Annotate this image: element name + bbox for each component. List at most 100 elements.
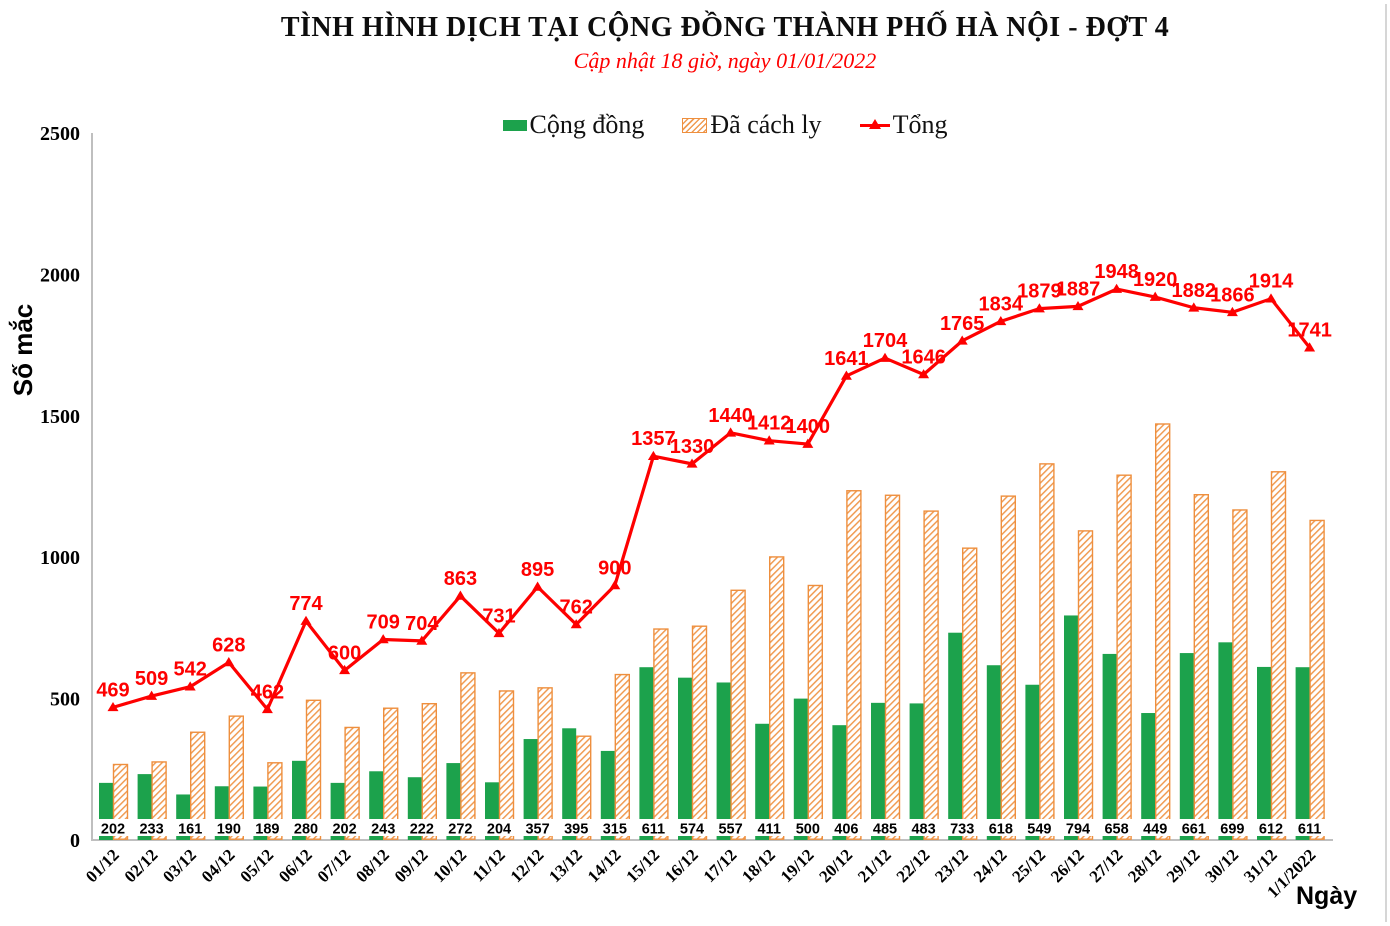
- total-marker-icon: [570, 619, 582, 629]
- total-marker-icon: [1111, 283, 1123, 293]
- total-value-label: 542: [174, 659, 207, 681]
- bar-community: [639, 667, 654, 840]
- bar-community: [986, 665, 1001, 840]
- total-value-label: 1920: [1133, 269, 1178, 291]
- y-tick-label: 2500: [40, 123, 80, 145]
- y-tick-label: 500: [50, 689, 80, 711]
- bar-value-label: 190: [217, 822, 241, 838]
- total-marker-icon: [1265, 293, 1277, 303]
- total-line-swatch-icon: [859, 118, 890, 132]
- bar-value-label: 202: [101, 822, 125, 838]
- total-marker-icon: [956, 335, 968, 345]
- date-tick-label: 12/12: [507, 845, 548, 886]
- bar-community: [562, 728, 577, 840]
- date-tick-label: 05/12: [236, 845, 277, 886]
- bar-value-box: [480, 819, 518, 836]
- total-value-label: 469: [96, 679, 129, 701]
- total-value-label: 1412: [747, 413, 792, 435]
- bar-value-label: 280: [294, 822, 318, 838]
- date-tick-label: 08/12: [352, 845, 393, 886]
- bar-value-box: [248, 819, 286, 836]
- bar-quarantined: [1232, 509, 1248, 840]
- bar-value-box: [673, 819, 711, 836]
- date-tick-label: 18/12: [738, 845, 779, 886]
- y-tick-label: 1000: [40, 547, 80, 569]
- total-value-label: 1440: [708, 405, 753, 427]
- bar-quarantined: [923, 510, 939, 840]
- total-marker-icon: [1033, 303, 1045, 313]
- bar-quarantined: [730, 589, 746, 840]
- bar-value-label: 272: [448, 822, 472, 838]
- bar-value-box: [943, 819, 981, 836]
- bar-community: [1295, 667, 1310, 840]
- total-marker-icon: [802, 438, 814, 448]
- date-tick-label: 02/12: [121, 845, 162, 886]
- bar-value-label: 161: [178, 822, 202, 838]
- bar-value-box: [866, 819, 904, 836]
- total-value-label: 1882: [1172, 280, 1217, 302]
- bar-value-box: [133, 819, 171, 836]
- total-marker-icon: [647, 450, 659, 461]
- bar-community: [1025, 684, 1040, 840]
- bar-community: [523, 739, 538, 840]
- y-tick-label: 1500: [40, 406, 80, 428]
- bar-quarantined: [884, 494, 901, 840]
- date-tick-label: 03/12: [159, 845, 200, 886]
- total-value-label: 1704: [863, 330, 908, 352]
- bar-quarantined: [344, 726, 360, 840]
- bar-value-label: 485: [873, 822, 897, 838]
- bar-value-label: 411: [757, 822, 780, 838]
- total-marker-icon: [686, 458, 698, 468]
- bar-community: [1064, 615, 1078, 840]
- bar-quarantined: [189, 731, 206, 840]
- total-marker-icon: [300, 615, 312, 625]
- total-marker-icon: [107, 701, 119, 712]
- total-marker-icon: [532, 581, 544, 591]
- bar-quarantined: [691, 625, 708, 840]
- total-marker-icon: [339, 664, 351, 675]
- total-marker-icon: [1304, 342, 1316, 352]
- x-axis-title: Ngày: [1296, 882, 1358, 910]
- bar-quarantined: [383, 707, 399, 840]
- bar-quarantined: [537, 687, 553, 840]
- date-tick-label: 23/12: [931, 845, 972, 886]
- date-tick-label: 10/12: [429, 845, 470, 886]
- date-tick-label: 06/12: [275, 845, 316, 886]
- bar-value-box: [1175, 819, 1213, 836]
- quarantined-swatch-icon: [682, 117, 708, 133]
- bar-quarantined: [653, 628, 669, 840]
- bar-value-box: [364, 819, 402, 836]
- total-value-label: 1400: [786, 416, 831, 438]
- total-marker-icon: [1072, 300, 1084, 311]
- date-tick-label: 30/12: [1201, 845, 1242, 886]
- bar-value-label: 233: [139, 822, 163, 838]
- bar-community: [832, 725, 847, 840]
- legend-item-quarantined: Đã cách ly: [682, 110, 822, 140]
- total-marker-icon: [879, 352, 891, 362]
- total-marker-icon: [454, 590, 466, 600]
- bar-quarantined: [769, 556, 785, 840]
- total-value-label: 1741: [1287, 320, 1332, 342]
- bar-value-label: 315: [603, 822, 627, 838]
- bar-community: [1141, 713, 1156, 840]
- total-value-label: 462: [251, 681, 284, 703]
- total-line: [112, 287, 1311, 711]
- total-value-label: 895: [521, 559, 554, 581]
- bar-value-box: [1252, 819, 1290, 836]
- date-tick-label: 29/12: [1163, 845, 1204, 886]
- total-marker-icon: [840, 370, 852, 380]
- bar-quarantined: [1000, 495, 1016, 840]
- bar-value-box: [1291, 819, 1329, 836]
- total-value-label: 1879: [1017, 281, 1062, 303]
- bar-value-box: [596, 819, 634, 836]
- bar-quarantined: [498, 690, 515, 840]
- bar-value-box: [1059, 819, 1097, 836]
- total-value-label: 704: [405, 613, 439, 635]
- bar-value-label: 204: [487, 822, 511, 838]
- total-marker-icon: [377, 634, 389, 644]
- bar-value-label: 661: [1182, 822, 1206, 838]
- total-value-label: 1887: [1056, 278, 1101, 300]
- bar-value-box: [1213, 819, 1251, 836]
- bar-value-label: 794: [1066, 822, 1090, 838]
